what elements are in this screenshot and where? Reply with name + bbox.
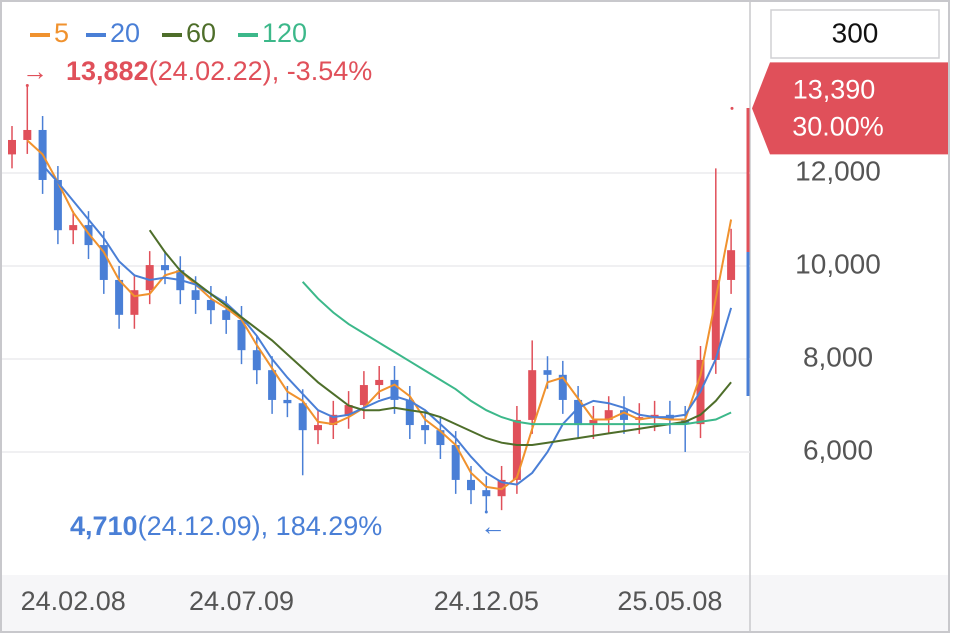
legend: 5 20 60 120 (30, 18, 307, 48)
candle-body (237, 319, 246, 351)
candle-body (727, 250, 736, 280)
x-axis-band (2, 575, 948, 631)
candle-body (543, 370, 552, 375)
candle-body (53, 179, 62, 231)
candle-body (467, 479, 475, 491)
x-tick-label: 24.12.05 (434, 586, 539, 616)
y-tick-label: 6,000 (803, 434, 873, 465)
candle-body (482, 490, 491, 497)
price-tag-change: 30.00% (792, 111, 884, 141)
candle-body (528, 370, 537, 420)
candle-body (344, 405, 353, 415)
low-date: (24.12.09) (138, 511, 261, 541)
candle-body (558, 374, 567, 400)
high-annotation: 13,882(24.02.22), -3.54% (66, 56, 372, 86)
ma-line (41, 164, 733, 486)
low-arrow: ← (480, 511, 506, 541)
low-annotation: 4,710(24.12.09), 184.29% (70, 511, 382, 541)
candle-body (161, 265, 169, 271)
candle-body (620, 410, 628, 420)
candle-body (359, 385, 368, 406)
candle-body (268, 370, 277, 400)
candle-body (84, 225, 93, 246)
y-tick-label: 10,000 (795, 248, 881, 279)
high-date: (24.02.22) (149, 56, 272, 86)
candle-body (512, 419, 521, 480)
visible-count[interactable]: 300 (832, 17, 879, 48)
price-tag-value: 13,390 (793, 74, 876, 104)
candle-body (375, 379, 384, 386)
legend-label: 60 (186, 18, 216, 48)
candle-body (115, 279, 124, 315)
candle-body (589, 419, 598, 426)
candle-body (574, 399, 583, 426)
price-tag (752, 62, 948, 155)
plot (8, 83, 736, 514)
legend-label: 120 (262, 18, 307, 48)
candle-body (650, 414, 659, 418)
candle-body (252, 350, 261, 371)
low-marker (484, 510, 488, 514)
ma-line (301, 281, 732, 426)
candle-body (283, 399, 292, 404)
y-tick-label: 12,000 (795, 155, 881, 186)
count-box[interactable] (770, 9, 940, 59)
legend-label: 5 (54, 18, 69, 48)
ma-line (148, 229, 732, 446)
candle-body (436, 430, 445, 446)
candle-body (451, 445, 460, 480)
candle-body (222, 310, 231, 320)
high-arrow: → (22, 56, 48, 86)
current-marker (730, 106, 734, 110)
legend-label: 20 (110, 18, 140, 48)
candle-body (130, 290, 139, 315)
candle-body (191, 290, 200, 300)
candle-body (206, 299, 215, 311)
grid (2, 172, 750, 453)
x-tick-label: 25.05.08 (617, 586, 722, 616)
ma-line (26, 139, 733, 491)
candle-body (390, 379, 399, 400)
low-value: 4,710 (70, 511, 138, 541)
high-value: 13,882 (66, 56, 149, 86)
candle-body (99, 245, 108, 280)
candle-body (145, 265, 154, 291)
candle-body (329, 414, 338, 426)
low-change: , 184.29% (261, 511, 383, 541)
y-tick-label: 8,000 (803, 341, 873, 372)
candle-body (23, 129, 32, 140)
candle-body (421, 425, 430, 431)
high-change: , -3.54% (272, 56, 373, 86)
candle-body (69, 225, 78, 231)
candle-body (405, 399, 414, 426)
candle-body (604, 410, 613, 420)
high-marker (25, 83, 29, 87)
x-tick-label: 24.07.09 (189, 586, 294, 616)
candle-body (8, 139, 16, 155)
candle-body (298, 403, 307, 431)
x-tick-label: 24.02.08 (21, 586, 126, 616)
candle-body (711, 279, 720, 360)
candle-body (314, 425, 322, 431)
